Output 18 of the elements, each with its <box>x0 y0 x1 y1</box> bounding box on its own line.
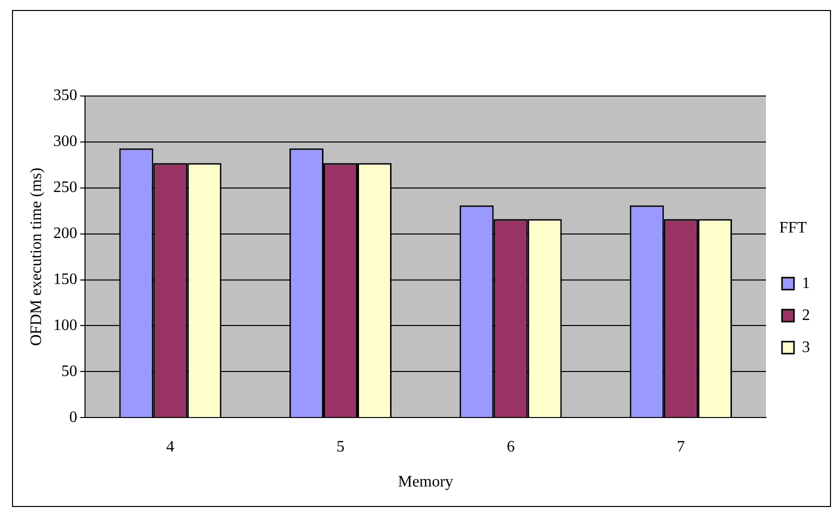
legend-label: 2 <box>802 306 810 324</box>
legend-label: 3 <box>802 338 810 356</box>
legend-title: FFT <box>779 220 808 237</box>
legend-label: 1 <box>802 274 810 292</box>
y-tick-label: 250 <box>53 179 78 196</box>
y-tick-label: 100 <box>53 316 78 334</box>
y-tick-label: 300 <box>53 133 78 150</box>
y-axis-title: OFDM execution time (ms) <box>28 168 45 346</box>
x-tick-label: 6 <box>506 438 515 456</box>
x-axis-title: Memory <box>398 474 454 491</box>
y-tick-label: 0 <box>69 408 78 426</box>
x-tick-label: 7 <box>676 438 685 456</box>
y-tick-label: 150 <box>53 270 78 288</box>
x-tick-label: 5 <box>336 438 344 456</box>
y-tick-label: 350 <box>53 87 78 104</box>
y-tick-label: 200 <box>53 225 78 242</box>
y-tick-label: 50 <box>61 362 78 380</box>
x-tick-label: 4 <box>166 438 174 456</box>
